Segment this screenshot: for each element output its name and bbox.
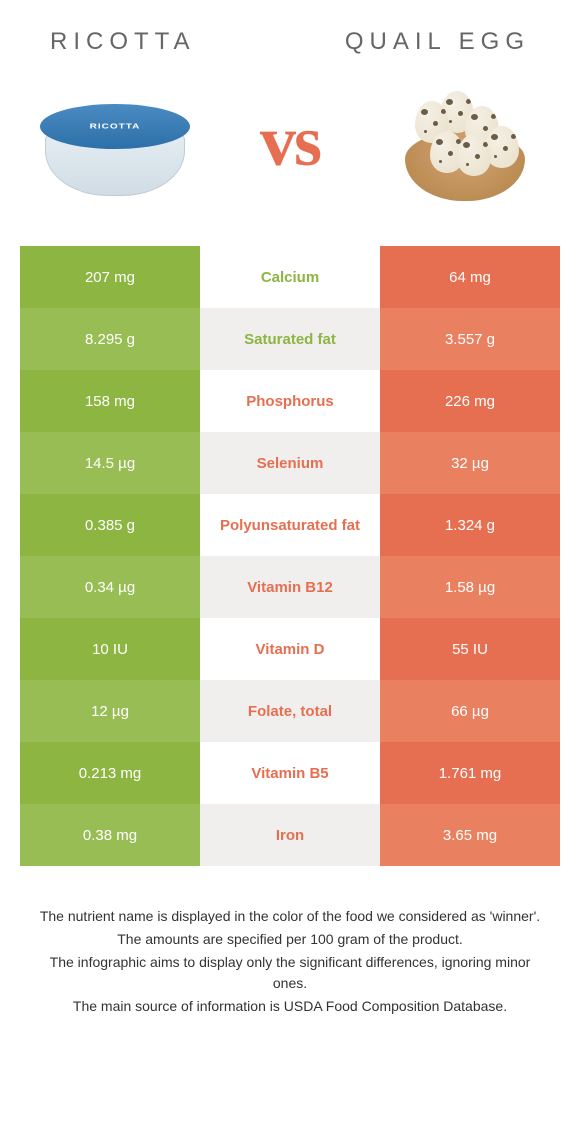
right-value: 66 µg <box>380 680 560 742</box>
table-row: 14.5 µgSelenium32 µg <box>20 432 560 494</box>
ricotta-image: RICOTTA <box>30 76 200 206</box>
left-value: 0.213 mg <box>20 742 200 804</box>
right-value: 55 IU <box>380 618 560 680</box>
table-row: 10 IUVitamin D55 IU <box>20 618 560 680</box>
header: Ricotta Quail egg <box>0 0 580 76</box>
right-value: 1.324 g <box>380 494 560 556</box>
nutrient-name: Polyunsaturated fat <box>200 494 380 556</box>
right-food-title: Quail egg <box>345 28 530 56</box>
right-value: 32 µg <box>380 432 560 494</box>
right-value: 1.761 mg <box>380 742 560 804</box>
vs-label: vs <box>260 100 320 183</box>
nutrient-name: Calcium <box>200 246 380 308</box>
infographic-container: Ricotta Quail egg RICOTTA vs 207 mgCalci… <box>0 0 580 1017</box>
right-value: 3.65 mg <box>380 804 560 866</box>
left-value: 12 µg <box>20 680 200 742</box>
table-row: 0.38 mgIron3.65 mg <box>20 804 560 866</box>
left-value: 158 mg <box>20 370 200 432</box>
left-value: 0.34 µg <box>20 556 200 618</box>
nutrient-name: Selenium <box>200 432 380 494</box>
table-row: 8.295 gSaturated fat3.557 g <box>20 308 560 370</box>
table-row: 158 mgPhosphorus226 mg <box>20 370 560 432</box>
footnote-line: The main source of information is USDA F… <box>35 996 545 1017</box>
table-row: 207 mgCalcium64 mg <box>20 246 560 308</box>
nutrient-table: 207 mgCalcium64 mg8.295 gSaturated fat3.… <box>20 246 560 866</box>
table-row: 0.385 gPolyunsaturated fat1.324 g <box>20 494 560 556</box>
nutrient-name: Vitamin B5 <box>200 742 380 804</box>
right-value: 3.557 g <box>380 308 560 370</box>
nutrient-name: Vitamin B12 <box>200 556 380 618</box>
left-value: 207 mg <box>20 246 200 308</box>
right-value: 1.58 µg <box>380 556 560 618</box>
table-row: 0.34 µgVitamin B121.58 µg <box>20 556 560 618</box>
left-value: 0.38 mg <box>20 804 200 866</box>
footnote-line: The infographic aims to display only the… <box>35 952 545 994</box>
nutrient-name: Vitamin D <box>200 618 380 680</box>
right-value: 64 mg <box>380 246 560 308</box>
quail-egg-image <box>380 76 550 206</box>
left-food-title: Ricotta <box>50 28 196 56</box>
nutrient-name: Iron <box>200 804 380 866</box>
table-row: 0.213 mgVitamin B51.761 mg <box>20 742 560 804</box>
left-value: 0.385 g <box>20 494 200 556</box>
footnotes: The nutrient name is displayed in the co… <box>0 866 580 1017</box>
left-value: 14.5 µg <box>20 432 200 494</box>
nutrient-name: Folate, total <box>200 680 380 742</box>
nutrient-name: Phosphorus <box>200 370 380 432</box>
ricotta-tub-label: RICOTTA <box>90 123 141 131</box>
nutrient-name: Saturated fat <box>200 308 380 370</box>
right-value: 226 mg <box>380 370 560 432</box>
footnote-line: The nutrient name is displayed in the co… <box>35 906 545 927</box>
left-value: 10 IU <box>20 618 200 680</box>
footnote-line: The amounts are specified per 100 gram o… <box>35 929 545 950</box>
left-value: 8.295 g <box>20 308 200 370</box>
images-row: RICOTTA vs <box>0 76 580 246</box>
table-row: 12 µgFolate, total66 µg <box>20 680 560 742</box>
